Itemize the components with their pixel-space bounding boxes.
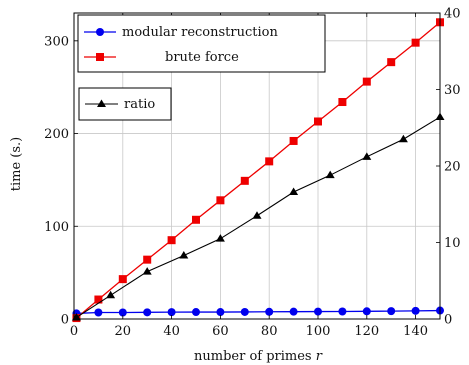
x-tick-label: 140 [403, 324, 428, 339]
data-point-ratio [142, 267, 152, 275]
data-point-modular [216, 308, 225, 317]
legend-marker-brute [96, 53, 104, 61]
x-axis-label-text: number of primes [194, 349, 316, 364]
data-point-brute [387, 58, 396, 67]
x-tick-label: 120 [354, 324, 379, 339]
data-point-modular [338, 307, 347, 316]
data-point-modular [314, 307, 322, 316]
data-point-ratio [325, 170, 335, 179]
y-left-tick-label: 100 [44, 220, 69, 235]
data-point-ratio [362, 152, 372, 160]
data-point-brute [167, 236, 176, 245]
data-point-brute [338, 98, 347, 107]
x-tick-label: 60 [212, 324, 229, 339]
ticks-layer: 0 20 40 60 80 100 120 140 0 100 200 300 0 10 20 30 40 [44, 7, 460, 340]
x-axis-label: number of primes r [194, 349, 323, 364]
x-tick-label: 0 [70, 324, 78, 339]
data-point-modular [94, 308, 103, 317]
data-point-ratio [106, 290, 116, 299]
data-point-modular [289, 307, 298, 316]
y-right-tick-label: 10 [444, 236, 461, 251]
legend-marker-modular [96, 28, 104, 36]
data-point-brute [289, 136, 298, 145]
data-point-brute [265, 157, 274, 166]
x-tick-label: 40 [163, 324, 180, 339]
data-point-brute [192, 215, 200, 224]
legend-main: modular reconstruction brute force [77, 14, 326, 73]
data-point-modular [411, 306, 420, 315]
y-right-tick-label: 30 [444, 83, 461, 98]
y-left-tick-label: 300 [44, 34, 69, 49]
x-tick-label: 80 [261, 324, 278, 339]
legend-main-box [77, 14, 326, 73]
data-point-ratio [252, 211, 262, 219]
legend-label-modular: modular reconstruction [122, 25, 278, 40]
data-point-modular [265, 307, 274, 316]
x-axis-label-var: r [316, 349, 323, 364]
y-right-tick-label: 0 [444, 313, 452, 328]
data-point-modular [167, 308, 176, 317]
y-left-tick-label: 0 [61, 313, 69, 328]
series-line-modular [76, 309, 441, 315]
data-point-brute [118, 275, 127, 284]
data-point-brute [411, 38, 420, 47]
data-point-modular [362, 307, 371, 316]
data-point-ratio [215, 234, 225, 242]
series-layer [71, 18, 445, 323]
x-tick-label: 20 [115, 324, 132, 339]
data-point-brute [216, 196, 225, 205]
data-point-ratio [179, 251, 189, 259]
data-point-brute [362, 77, 371, 86]
legend-label-brute: brute force [165, 50, 239, 65]
data-point-ratio [289, 187, 299, 196]
data-point-modular [192, 308, 200, 317]
data-point-ratio [398, 134, 408, 143]
legend-label-ratio: ratio [124, 97, 155, 112]
series-line-brute [76, 21, 441, 319]
legend-marker-ratio [97, 99, 106, 107]
data-point-modular [118, 308, 127, 317]
data-point-brute [314, 117, 322, 126]
legend-ratio: ratio [78, 87, 172, 121]
data-point-modular [240, 307, 249, 316]
data-point-brute [94, 295, 103, 304]
x-tick-label: 100 [306, 324, 331, 339]
data-point-brute [143, 255, 152, 264]
data-point-brute [240, 176, 249, 185]
y-right-tick-label: 20 [444, 160, 461, 175]
data-point-modular [387, 307, 396, 316]
y-axis-label-left: time (s.) [9, 137, 24, 191]
data-point-modular [143, 308, 152, 317]
y-left-tick-label: 200 [44, 127, 69, 142]
y-right-tick-label: 40 [444, 7, 461, 22]
